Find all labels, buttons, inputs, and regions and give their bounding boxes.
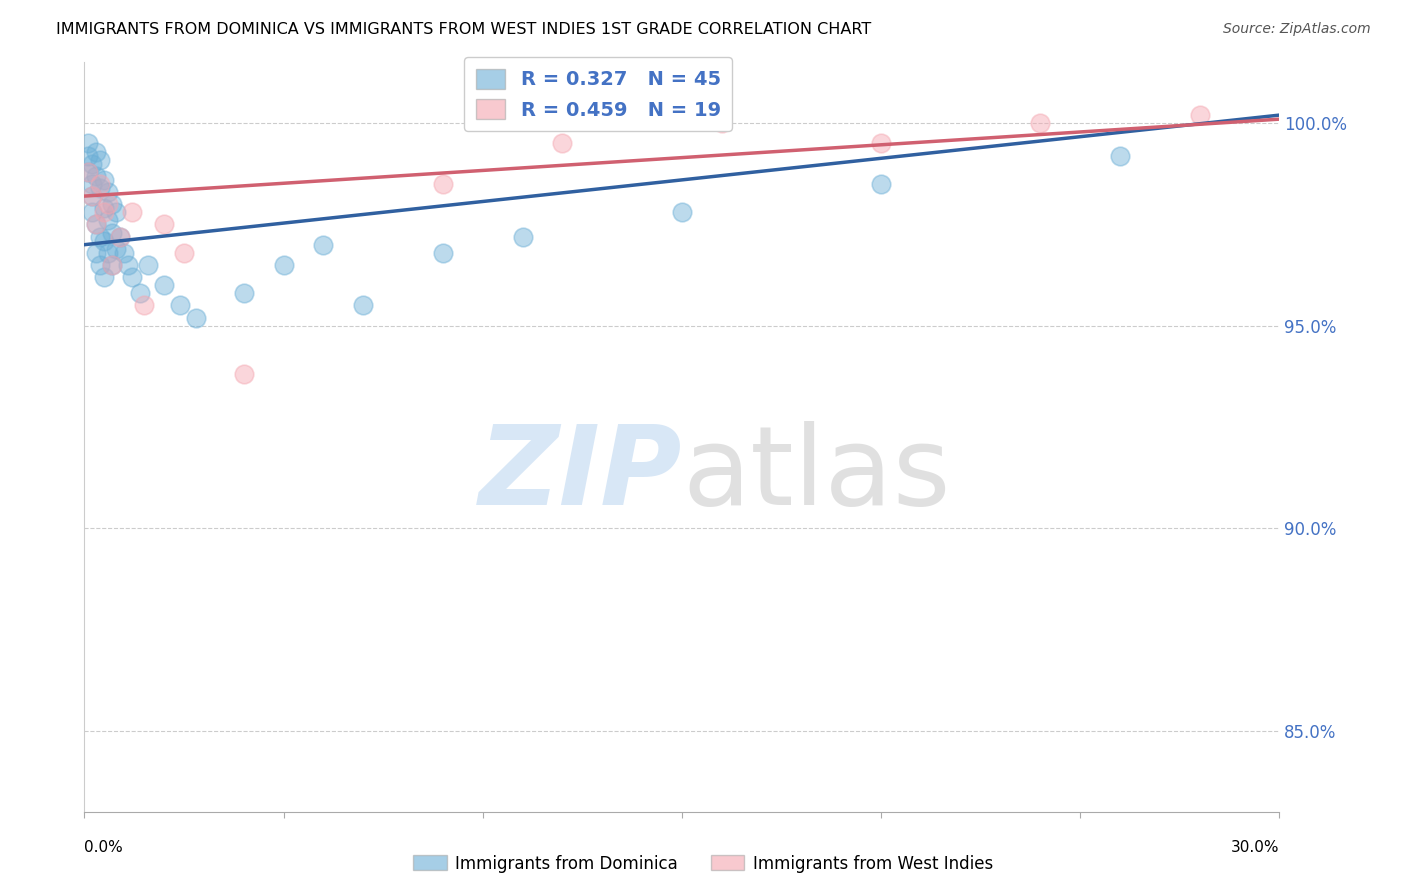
Point [710,116,733,130]
Point [1029,116,1052,130]
Point [1188,108,1211,122]
Point [93,201,115,215]
Point [89,177,111,191]
Text: 30.0%: 30.0% [1232,840,1279,855]
Legend: R = 0.327   N = 45, R = 0.459   N = 19: R = 0.327 N = 45, R = 0.459 N = 19 [464,57,733,131]
Point [232,286,254,301]
Point [93,173,115,187]
Point [97,213,120,227]
Point [101,226,124,240]
Point [97,245,120,260]
Point [77,165,100,179]
Text: IMMIGRANTS FROM DOMINICA VS IMMIGRANTS FROM WEST INDIES 1ST GRADE CORRELATION CH: IMMIGRANTS FROM DOMINICA VS IMMIGRANTS F… [56,22,872,37]
Point [121,205,143,219]
Point [89,258,111,272]
Point [112,245,135,260]
Point [86,169,108,183]
Text: atlas: atlas [682,421,950,528]
Text: ZIP: ZIP [478,421,682,528]
Point [89,229,111,244]
Point [77,148,100,162]
Point [89,181,111,195]
Text: Source: ZipAtlas.com: Source: ZipAtlas.com [1223,22,1371,37]
Point [512,229,534,244]
Point [77,136,100,151]
Point [153,218,176,232]
Point [870,136,893,151]
Text: 0.0%: 0.0% [84,840,124,855]
Point [870,177,893,191]
Point [101,258,124,272]
Point [77,165,100,179]
Point [551,136,574,151]
Point [101,197,124,211]
Point [312,237,335,252]
Point [93,234,115,248]
Point [82,157,104,171]
Point [153,278,176,293]
Point [86,245,108,260]
Legend: Immigrants from Dominica, Immigrants from West Indies: Immigrants from Dominica, Immigrants fro… [406,848,1000,880]
Point [432,177,454,191]
Point [121,270,143,285]
Point [132,298,156,312]
Point [173,245,195,260]
Point [671,205,693,219]
Point [97,185,120,199]
Point [82,205,104,219]
Point [232,368,254,382]
Point [129,286,152,301]
Point [105,242,128,256]
Point [184,310,207,325]
Point [101,258,124,272]
Point [93,270,115,285]
Point [105,205,128,219]
Point [86,218,108,232]
Point [86,145,108,159]
Point [82,189,104,203]
Point [82,177,104,191]
Point [432,245,454,260]
Point [136,258,159,272]
Point [89,153,111,167]
Point [117,258,139,272]
Point [169,298,191,312]
Point [110,229,132,244]
Point [273,258,295,272]
Point [352,298,374,312]
Point [110,229,132,244]
Point [82,189,104,203]
Point [1109,148,1132,162]
Point [97,197,120,211]
Point [93,205,115,219]
Point [86,218,108,232]
